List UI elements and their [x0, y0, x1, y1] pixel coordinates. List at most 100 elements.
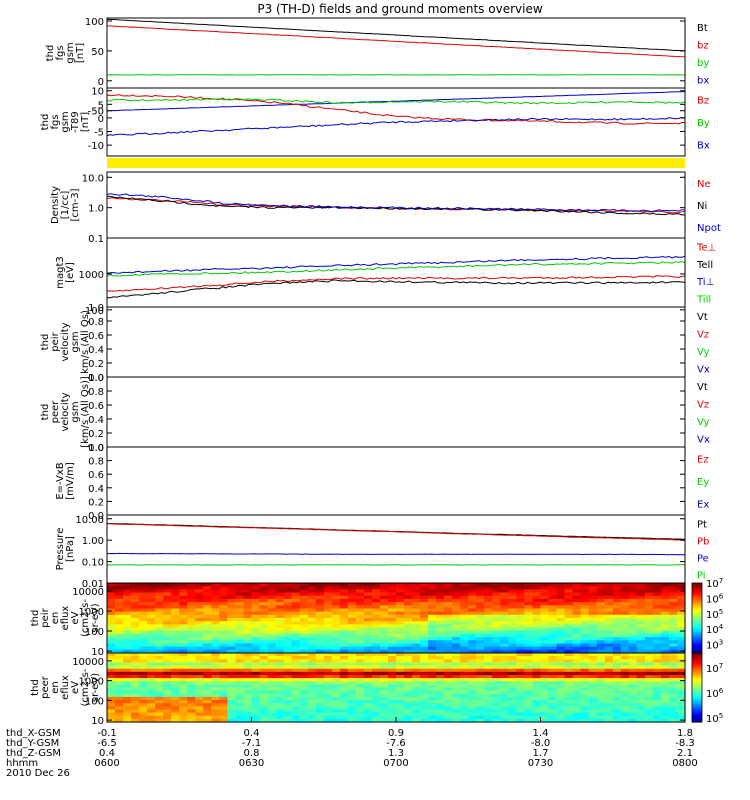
spectrogram-cell [516, 706, 525, 710]
spectrogram-cell [347, 621, 357, 625]
spectrogram-cell [355, 706, 365, 710]
spectrogram-cell [588, 633, 598, 638]
spectrogram-cell [131, 718, 140, 723]
spectrogram-cell [572, 586, 582, 590]
spectrogram-cell [163, 586, 172, 590]
spectrogram-cell [211, 583, 220, 587]
spectrogram-cell [123, 637, 132, 641]
spectrogram-cell [275, 696, 285, 701]
spectrogram-cell [363, 592, 373, 597]
spectrogram-cell [460, 684, 469, 689]
spectrogram-cell [484, 684, 493, 689]
spectrogram-cell [355, 693, 365, 698]
spectrogram-cell [243, 653, 253, 657]
spectrogram-cell [291, 653, 301, 657]
colorbar-swatch [692, 648, 702, 652]
spectrogram-cell [677, 633, 686, 638]
spectrogram-cell [163, 671, 172, 676]
spectrogram-cell [420, 709, 429, 714]
colorbar-swatch [692, 673, 702, 677]
spectrogram-cell [219, 633, 228, 638]
spectrogram-cell [636, 696, 646, 701]
spectrogram-cell [267, 649, 277, 654]
spectrogram-cell [227, 706, 236, 710]
spectrogram-cell [115, 646, 124, 651]
spectrogram-cell [468, 618, 477, 622]
spectrogram-cell [540, 700, 550, 704]
colorbar-swatch [692, 703, 702, 707]
spectrogram-cell [524, 700, 533, 704]
spectrogram-cell [636, 687, 646, 692]
spectrogram-cell [556, 618, 566, 622]
spectrogram-cell [388, 627, 397, 632]
spectrogram-cell [171, 608, 180, 613]
spectrogram-cell [628, 586, 638, 590]
spectrogram-cell [476, 653, 485, 657]
spectrogram-cell [171, 653, 180, 657]
spectrogram-cell [596, 624, 606, 629]
spectrogram-cell [371, 665, 381, 670]
spectrogram-cell [580, 712, 590, 717]
y-axis-label-line: [nPa] [65, 536, 76, 562]
spectrogram-cell [219, 715, 228, 720]
spectrogram-cell [323, 684, 333, 689]
spectrogram-cell [315, 653, 325, 657]
spectrogram-cell [171, 706, 180, 710]
spectrogram-cell [388, 589, 397, 594]
spectrogram-cell [363, 624, 373, 629]
spectrogram-cell [508, 598, 517, 603]
spectrogram-cell [211, 611, 220, 616]
spectrogram-cell [323, 706, 333, 710]
spectrogram-cell [107, 583, 116, 587]
spectrogram-cell [604, 646, 614, 651]
spectrogram-cell [428, 643, 437, 648]
spectrogram-cell [588, 611, 598, 616]
spectrogram-cell [532, 605, 542, 610]
spectrogram-cell [644, 659, 654, 663]
spectrogram-cell [636, 659, 646, 663]
spectrogram-cell [396, 684, 405, 689]
spectrogram-cell [155, 592, 164, 597]
spectrogram-cell [203, 706, 212, 710]
spectrogram-cell [347, 671, 357, 676]
y-tick-label: 1.00 [82, 536, 104, 547]
spectrogram-cell [524, 618, 533, 622]
spectrogram-cell [677, 671, 686, 676]
y-tick-label: 5 [98, 100, 104, 111]
spectrogram-cell [179, 595, 188, 600]
spectrogram-cell [564, 605, 574, 610]
spectrogram-cell [187, 712, 196, 717]
spectrogram-cell [347, 640, 357, 645]
spectrogram-cell [668, 611, 678, 616]
spectrogram-cell [468, 643, 477, 648]
spectrogram-cell [123, 640, 132, 645]
spectrogram-cell [588, 589, 598, 594]
spectrogram-cell [476, 608, 485, 613]
spectrogram-cell [388, 649, 397, 654]
spectrogram-cell [227, 687, 236, 692]
spectrogram-cell [355, 618, 365, 622]
spectrogram-cell [219, 602, 228, 606]
spectrogram-cell [540, 659, 550, 663]
spectrogram-cell [396, 709, 405, 714]
spectrogram-cell [420, 662, 429, 667]
spectrogram-cell [508, 611, 517, 616]
spectrogram-cell [396, 706, 405, 710]
spectrogram-cell [139, 624, 148, 629]
colorbar-swatch [692, 699, 702, 702]
spectrogram-cell [131, 709, 140, 714]
legend-entry-Vt: Vt [697, 382, 708, 393]
spectrogram-cell [275, 709, 285, 714]
spectrogram-cell [155, 696, 164, 701]
spectrogram-cell [291, 649, 301, 654]
spectrogram-cell [355, 687, 365, 692]
spectrogram-cell [179, 611, 188, 616]
spectrogram-cell [259, 649, 269, 654]
spectrogram-cell [355, 659, 365, 663]
spectrogram-cell [572, 598, 582, 603]
spectrogram-cell [235, 668, 244, 673]
footer-row-value: 0730 [528, 758, 553, 769]
spectrogram-cell [572, 633, 582, 638]
spectrogram-cell [363, 627, 373, 632]
spectrogram-cell [291, 595, 301, 600]
